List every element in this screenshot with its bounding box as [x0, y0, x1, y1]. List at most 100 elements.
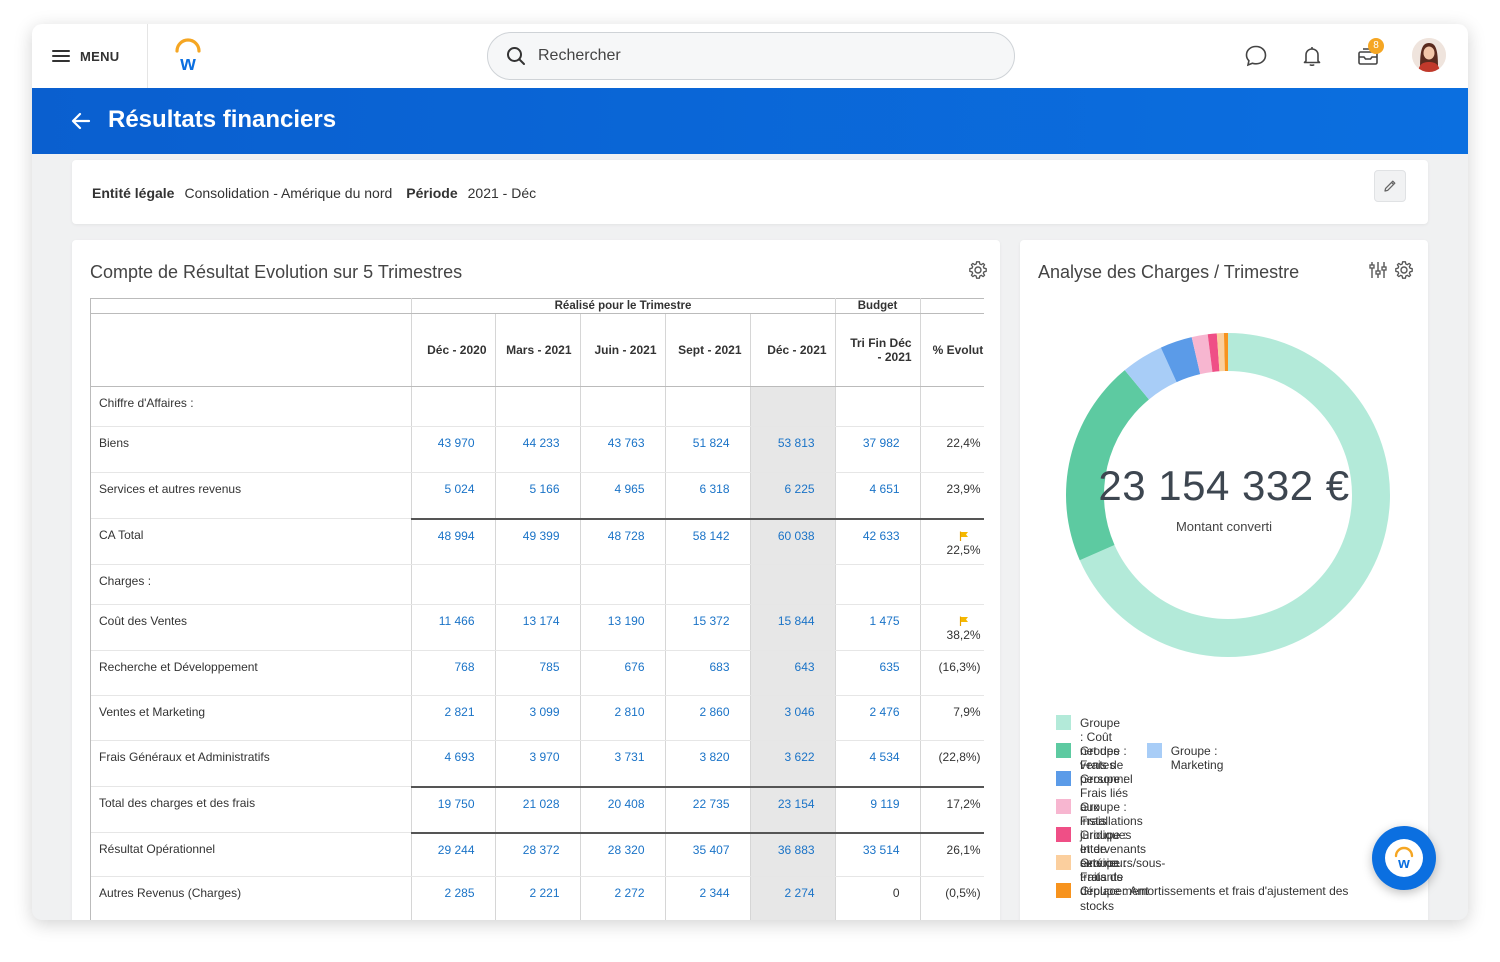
table-cell-value[interactable]: 15 372 [665, 604, 751, 651]
column-header[interactable]: Mars - 2021 [495, 313, 581, 387]
table-cell-budget[interactable]: 4 651 [835, 472, 921, 519]
table-cell-budget[interactable]: 33 514 [835, 831, 921, 877]
table-cell-value[interactable]: 11 466 [411, 604, 496, 651]
table-cell-value[interactable]: 3 731 [580, 740, 666, 787]
table-cell-value[interactable]: 2 274 [750, 876, 836, 920]
table-cell-value[interactable]: 4 965 [580, 472, 666, 519]
column-header[interactable]: Déc - 2021 [750, 313, 836, 387]
settings-gear-icon[interactable] [1394, 260, 1414, 280]
chat-icon[interactable] [1244, 44, 1268, 68]
table-cell-value[interactable]: 48 994 [411, 517, 496, 565]
column-header[interactable]: % Evolution N [920, 313, 984, 387]
table-cell-value[interactable]: 23 154 [750, 785, 836, 833]
donut-slice[interactable] [1124, 347, 1177, 400]
table-cell-value[interactable]: 2 285 [411, 876, 496, 920]
table-cell-value[interactable]: 49 399 [495, 517, 581, 565]
table-cell-budget[interactable]: 2 476 [835, 695, 921, 741]
table-cell-value[interactable]: 676 [580, 650, 666, 696]
column-header[interactable]: Déc - 2020 [411, 313, 496, 387]
table-cell-value[interactable]: 6 225 [750, 472, 836, 519]
legend-item[interactable]: Groupe : Marketing [1146, 743, 1223, 772]
table-cell-budget[interactable]: 4 534 [835, 740, 921, 787]
settings-gear-icon[interactable] [968, 260, 988, 280]
search-input[interactable] [538, 47, 958, 65]
table-cell-value[interactable]: 51 824 [665, 426, 751, 473]
table-cell-value[interactable]: 5 166 [495, 472, 581, 519]
percent-value: (16,3%) [938, 660, 981, 674]
table-cell-value[interactable]: 22 735 [665, 785, 751, 833]
table-cell-budget[interactable]: 0 [835, 876, 921, 920]
table-cell-value[interactable]: 3 970 [495, 740, 581, 787]
donut-slice[interactable] [1216, 333, 1225, 372]
table-cell-value[interactable]: 2 344 [665, 876, 751, 920]
table-cell-value[interactable]: 19 750 [411, 785, 496, 833]
table-cell-value[interactable]: 785 [495, 650, 581, 696]
column-header[interactable]: Tri Fin Déc - 2021 [835, 313, 921, 387]
table-cell-budget[interactable]: 1 475 [835, 604, 921, 651]
table-cell-value[interactable]: 48 728 [580, 517, 666, 565]
donut-slice[interactable] [1207, 333, 1220, 372]
donut-slice[interactable] [1191, 334, 1213, 375]
table-cell-value[interactable]: 2 821 [411, 695, 496, 741]
avatar[interactable] [1412, 38, 1446, 72]
period-value: 2021 - Déc [467, 185, 537, 201]
row-label: CA Total [91, 518, 412, 565]
table-cell-value[interactable]: 3 820 [665, 740, 751, 787]
table-cell-value[interactable]: 13 190 [580, 604, 666, 651]
table-cell-value[interactable]: 35 407 [665, 831, 751, 877]
row-label: Résultat Opérationnel [91, 832, 412, 877]
table-cell-value[interactable]: 43 763 [580, 426, 666, 473]
legend-item[interactable]: Groupe : Frais liés aux installations [1056, 771, 1143, 828]
table-cell-value[interactable]: 6 318 [665, 472, 751, 519]
menu-button[interactable]: MENU [52, 44, 119, 68]
legend-item[interactable]: Groupe : Intervenants extérieurs/sous-tr… [1056, 827, 1165, 884]
filter-sliders-icon[interactable] [1368, 260, 1388, 280]
legend-swatch [1146, 743, 1162, 758]
legend-item[interactable]: Groupe : Amortissements et frais d'ajust… [1056, 883, 1350, 914]
table-cell-value[interactable]: 21 028 [495, 785, 581, 833]
table-cell-value[interactable]: 60 038 [750, 517, 836, 565]
column-header[interactable]: Sept - 2021 [665, 313, 751, 387]
table-cell-budget[interactable]: 635 [835, 650, 921, 696]
table-cell-value[interactable]: 683 [665, 650, 751, 696]
legend-item[interactable]: Groupe : Frais de déplacement [1056, 855, 1149, 898]
table-cell-value[interactable]: 44 233 [495, 426, 581, 473]
table-cell-value[interactable]: 3 046 [750, 695, 836, 741]
table-cell-value[interactable]: 2 810 [580, 695, 666, 741]
table-cell-value[interactable]: 20 408 [580, 785, 666, 833]
edit-filters-button[interactable] [1374, 170, 1406, 202]
table-cell-value[interactable]: 29 244 [411, 831, 496, 877]
table-cell-value[interactable]: 15 844 [750, 604, 836, 651]
table-cell-value[interactable]: 768 [411, 650, 496, 696]
column-header[interactable]: Juin - 2021 [580, 313, 666, 387]
table-cell-value[interactable]: 43 970 [411, 426, 496, 473]
table-cell-value[interactable]: 5 024 [411, 472, 496, 519]
assistant-button[interactable]: w [1372, 826, 1436, 890]
table-cell-value[interactable]: 28 372 [495, 831, 581, 877]
legend-item[interactable]: Groupe : Coût net des ventes [1056, 715, 1120, 772]
donut-slice[interactable] [1223, 333, 1228, 372]
donut-slice[interactable] [1160, 337, 1201, 383]
table-cell-value[interactable]: 36 883 [750, 831, 836, 877]
table-cell-value[interactable]: 4 693 [411, 740, 496, 787]
search-bar[interactable] [487, 32, 1015, 80]
donut-slice[interactable] [1066, 370, 1149, 561]
back-arrow-icon[interactable] [70, 110, 92, 132]
table-cell-value[interactable]: 3 099 [495, 695, 581, 741]
table-cell-value[interactable]: 643 [750, 650, 836, 696]
table-cell-value[interactable]: 2 221 [495, 876, 581, 920]
table-cell-value[interactable]: 2 860 [665, 695, 751, 741]
table-cell-budget[interactable]: 9 119 [835, 785, 921, 833]
table-cell-value[interactable]: 53 813 [750, 426, 836, 473]
table-cell-budget[interactable]: 37 982 [835, 426, 921, 473]
workday-logo[interactable]: w [172, 38, 204, 72]
table-cell-value[interactable]: 13 174 [495, 604, 581, 651]
table-cell-value[interactable]: 3 622 [750, 740, 836, 787]
table-cell-value[interactable]: 2 272 [580, 876, 666, 920]
legend-item[interactable]: Groupe : Frais de personnel [1056, 743, 1133, 786]
bell-icon[interactable] [1300, 44, 1324, 68]
table-cell-budget[interactable]: 42 633 [835, 517, 921, 565]
legend-item[interactable]: Groupe : Frais juridiques et de service [1056, 799, 1131, 870]
table-cell-value[interactable]: 58 142 [665, 517, 751, 565]
table-cell-value[interactable]: 28 320 [580, 831, 666, 877]
